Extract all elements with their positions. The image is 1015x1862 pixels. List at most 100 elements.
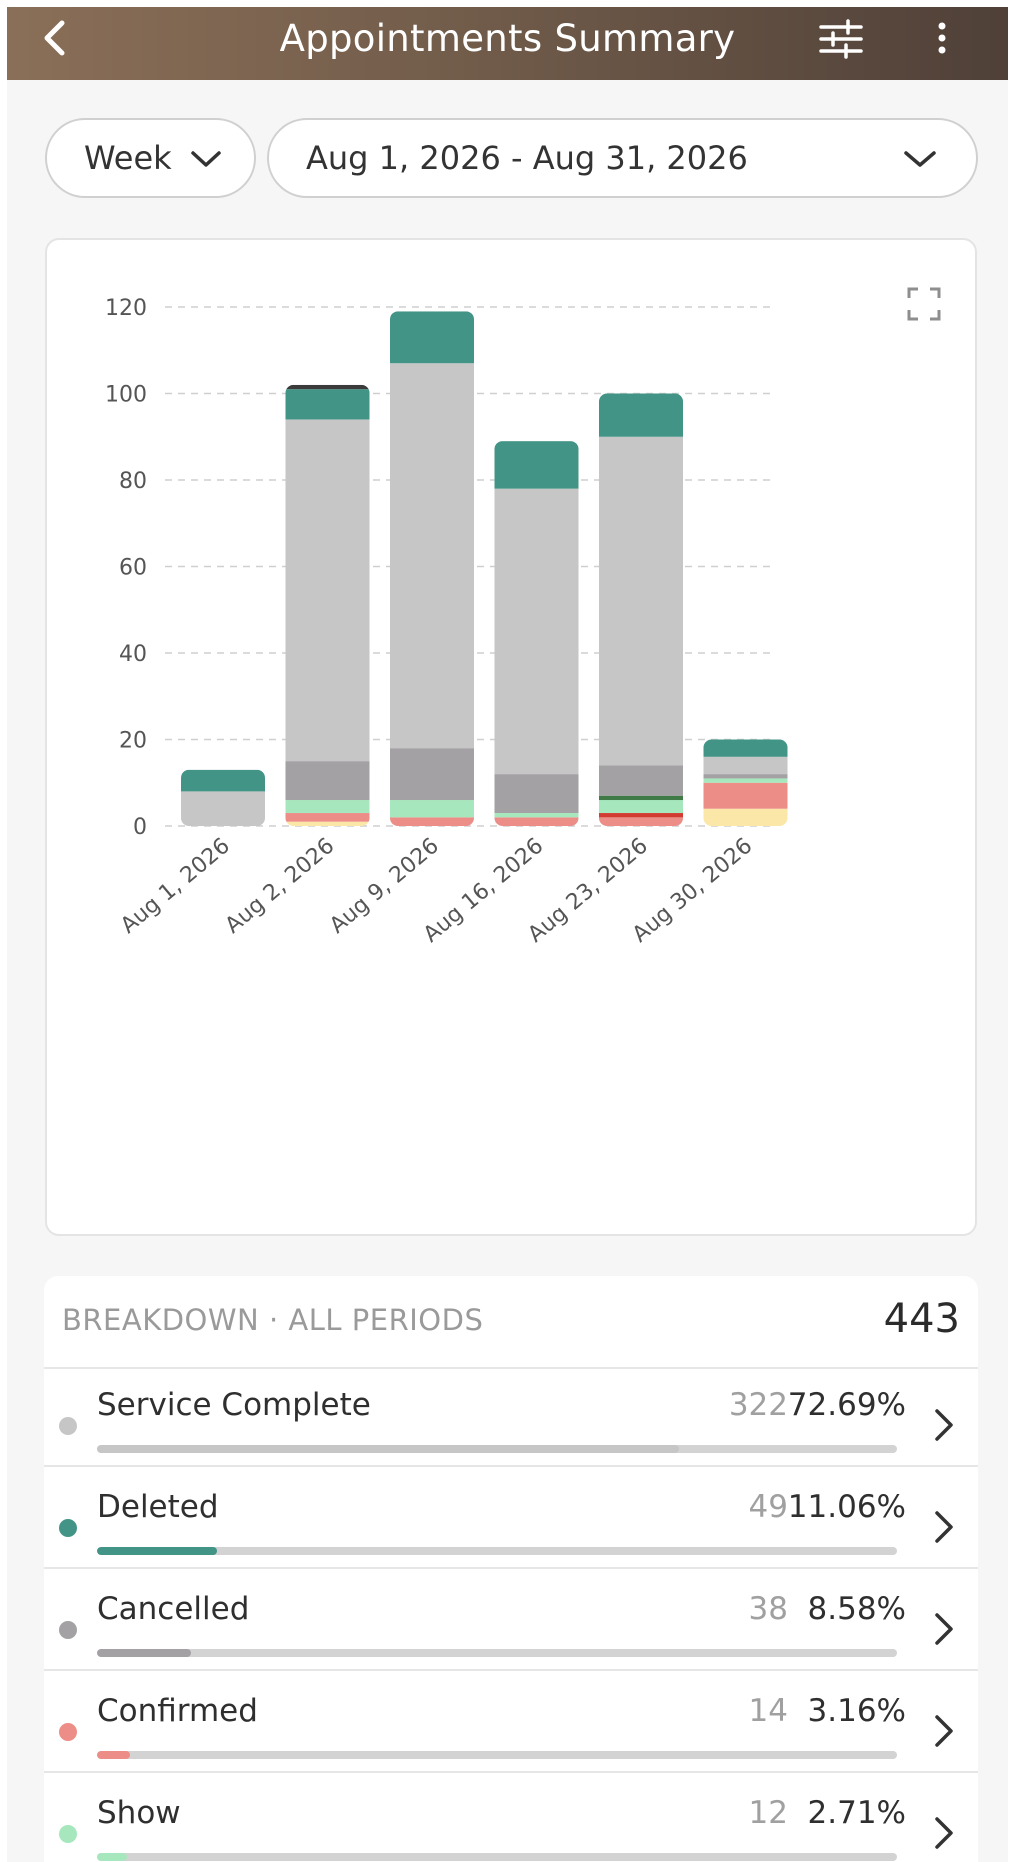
app-screen: Appointments Summary Week Aug 1, 2026 - …	[7, 7, 1008, 1862]
row-label: Show	[97, 1795, 181, 1831]
bar-segment-unconfirmed[interactable]	[703, 808, 788, 826]
row-progress-fill	[97, 1853, 127, 1861]
y-tick-label: 80	[119, 469, 147, 494]
row-progress-track	[97, 1853, 897, 1861]
row-label: Deleted	[97, 1489, 219, 1525]
chevron-down-icon	[904, 151, 936, 167]
bar-segment-red-flag[interactable]	[599, 813, 683, 818]
x-tick-label: Aug 2, 2026	[221, 833, 340, 938]
row-percent: 8.58%	[807, 1591, 906, 1627]
bar-segment-unconfirmed[interactable]	[285, 821, 370, 826]
expand-icon	[907, 287, 941, 321]
back-button[interactable]	[37, 17, 77, 63]
status-dot	[59, 1825, 77, 1843]
bar-segment-deleted[interactable]	[599, 393, 683, 437]
row-percent: 2.71%	[807, 1795, 906, 1831]
bar-segment-service-complete[interactable]	[703, 756, 788, 775]
bar-segment-service-complete[interactable]	[494, 488, 579, 775]
y-tick-label: 60	[119, 556, 147, 581]
row-count: 38	[748, 1591, 788, 1627]
bar-segment-service-complete[interactable]	[599, 436, 683, 766]
y-tick-label: 0	[133, 815, 147, 840]
more-options-button[interactable]	[932, 19, 952, 59]
row-progress-fill	[97, 1445, 679, 1453]
row-percent: 72.69%	[787, 1387, 906, 1423]
date-range-value: Aug 1, 2026 - Aug 31, 2026	[306, 139, 748, 177]
bar-segment-confirmed[interactable]	[285, 813, 370, 822]
bar-stack[interactable]	[181, 769, 265, 826]
filter-settings-button[interactable]	[818, 19, 864, 59]
date-range-dropdown[interactable]: Aug 1, 2026 - Aug 31, 2026	[267, 118, 978, 198]
breakdown-row[interactable]: Show 12 2.71%	[44, 1775, 978, 1862]
bar-segment-deleted[interactable]	[390, 311, 474, 364]
chart-card: 0 20 40 60 80 100 120 Aug 1, 2026 Aug 2, 2026 Aug…	[45, 238, 977, 1236]
y-tick-label: 100	[105, 383, 147, 408]
bar-segment-service-complete[interactable]	[285, 419, 370, 762]
period-value: Week	[84, 139, 172, 177]
bar-segment-service-complete[interactable]	[390, 363, 474, 749]
bar-segment-deleted[interactable]	[494, 441, 579, 489]
status-dot	[59, 1621, 77, 1639]
breakdown-row[interactable]: Cancelled 38 8.58%	[44, 1571, 978, 1671]
bar-segment-no-show[interactable]	[285, 384, 370, 390]
breakdown-row[interactable]: Service Complete 322 72.69%	[44, 1367, 978, 1467]
row-progress-track	[97, 1445, 897, 1453]
status-dot	[59, 1519, 77, 1537]
bar-stack[interactable]	[285, 384, 370, 826]
bar-segment-dark-green[interactable]	[599, 795, 683, 801]
row-count: 322	[728, 1387, 788, 1423]
row-count: 49	[748, 1489, 788, 1525]
row-count: 12	[748, 1795, 788, 1831]
row-count: 14	[748, 1693, 788, 1729]
chevron-right-icon	[935, 1613, 953, 1645]
bar-segment-show[interactable]	[285, 800, 370, 814]
chevron-right-icon	[935, 1715, 953, 1747]
chevron-left-icon	[44, 20, 65, 56]
breakdown-total: 443	[883, 1296, 960, 1342]
bar-segment-confirmed[interactable]	[390, 817, 474, 826]
chevron-right-icon	[935, 1511, 953, 1543]
bar-segment-show[interactable]	[390, 800, 474, 818]
row-progress-fill	[97, 1547, 218, 1555]
row-percent: 3.16%	[807, 1693, 906, 1729]
breakdown-row[interactable]: Confirmed 14 3.16%	[44, 1673, 978, 1773]
bar-stack[interactable]	[599, 393, 683, 827]
row-progress-track	[97, 1751, 897, 1759]
bar-segment-confirmed[interactable]	[703, 782, 788, 809]
breakdown-title: BREAKDOWN · ALL PERIODS	[62, 1303, 484, 1337]
page-title: Appointments Summary	[279, 17, 736, 60]
y-tick-label: 120	[105, 296, 147, 321]
chevron-right-icon	[935, 1409, 953, 1441]
bar-segment-deleted[interactable]	[285, 389, 370, 420]
status-dot	[59, 1723, 77, 1741]
expand-chart-button[interactable]	[907, 287, 941, 321]
row-progress-track	[97, 1649, 897, 1657]
bar-segment-show[interactable]	[599, 800, 683, 814]
row-label: Service Complete	[97, 1387, 371, 1423]
row-progress-fill	[97, 1649, 192, 1657]
bar-segment-cancelled[interactable]	[599, 765, 683, 796]
chevron-down-icon	[191, 151, 221, 167]
bar-segment-cancelled[interactable]	[703, 774, 788, 779]
breakdown-row[interactable]: Deleted 49 11.06%	[44, 1469, 978, 1569]
period-dropdown[interactable]: Week	[45, 118, 256, 198]
breakdown-panel: BREAKDOWN · ALL PERIODS 443 Service Comp…	[44, 1276, 978, 1862]
sliders-icon	[819, 19, 863, 59]
bar-segment-cancelled[interactable]	[285, 761, 370, 801]
y-tick-label: 20	[119, 729, 147, 754]
status-dot	[59, 1417, 77, 1435]
bar-segment-show[interactable]	[703, 778, 788, 783]
bar-segment-service-complete[interactable]	[181, 791, 265, 826]
bar-segment-confirmed[interactable]	[599, 817, 683, 826]
bar-segment-deleted[interactable]	[703, 739, 788, 757]
bar-segment-show[interactable]	[494, 813, 579, 818]
bar-segment-cancelled[interactable]	[494, 774, 579, 814]
bar-stack[interactable]	[390, 311, 474, 826]
bar-stack[interactable]	[703, 739, 788, 827]
bar-segment-cancelled[interactable]	[390, 748, 474, 801]
bar-segment-deleted[interactable]	[181, 769, 265, 792]
bar-stack[interactable]	[494, 441, 579, 826]
x-tick-label: Aug 1, 2026	[116, 833, 235, 938]
bar-segment-confirmed[interactable]	[494, 817, 579, 826]
app-header: Appointments Summary	[7, 7, 1008, 80]
